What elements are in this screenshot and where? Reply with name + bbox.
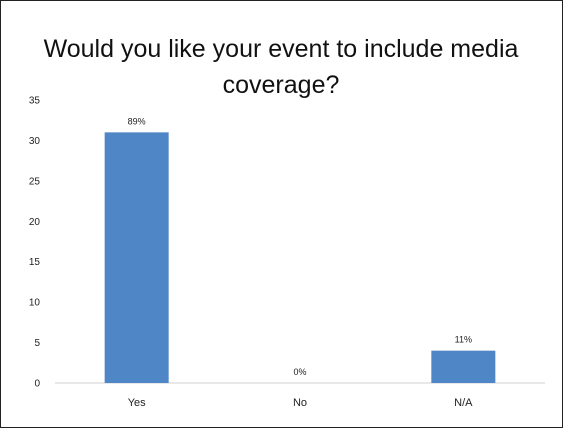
y-tick-label: 20 <box>29 217 41 228</box>
y-tick-label: 25 <box>29 176 41 187</box>
y-tick-label: 35 <box>29 96 41 107</box>
y-tick-label: 30 <box>29 136 41 147</box>
chart-title: Would you like your event to include med… <box>43 35 519 99</box>
x-category-label: N/A <box>454 397 473 409</box>
bar-n-a <box>431 350 496 383</box>
bar-yes <box>104 132 169 383</box>
y-tick-label: 0 <box>34 379 40 390</box>
y-tick-label: 10 <box>29 298 41 309</box>
data-label: 11% <box>455 335 472 345</box>
x-category-label: Yes <box>128 397 146 409</box>
y-tick-label: 5 <box>34 338 40 349</box>
data-label: 89% <box>128 116 146 126</box>
data-label: 0% <box>293 367 306 377</box>
y-tick-label: 15 <box>29 257 41 268</box>
x-category-label: No <box>293 397 307 409</box>
